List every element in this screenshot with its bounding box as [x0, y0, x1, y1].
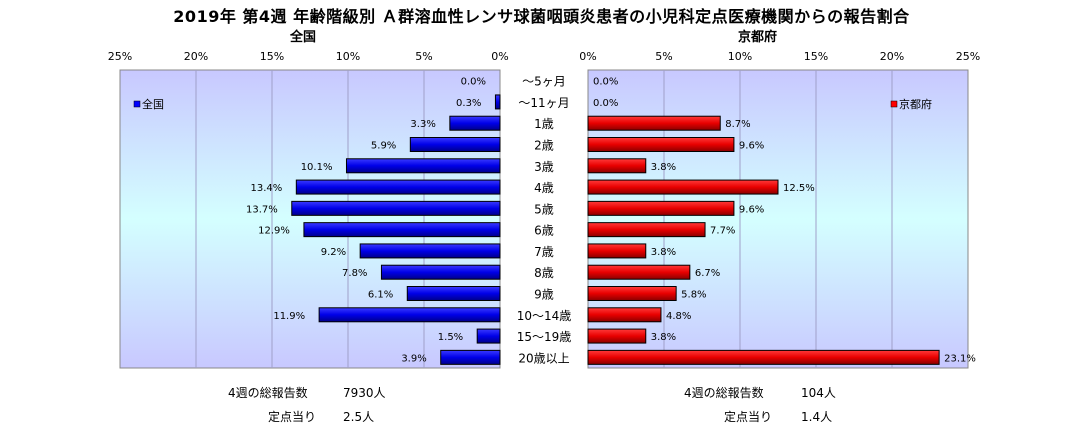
left-data-label: 1.5% [438, 332, 463, 343]
left-bar [318, 307, 501, 323]
left-bar [406, 286, 501, 301]
left-legend-swatch [133, 100, 141, 108]
left-region-title: 全国 [290, 30, 317, 45]
right-bar [587, 349, 940, 365]
category-label: 6歳 [534, 224, 554, 238]
left-data-label: 12.9% [258, 226, 290, 237]
left-tick-label: 10% [336, 50, 360, 63]
left-data-label: 0.0% [461, 77, 486, 88]
right-totals-value: 104人 [801, 386, 836, 400]
left-bar [409, 137, 501, 152]
category-label: 8歳 [534, 266, 554, 280]
right-bar [587, 137, 735, 152]
category-label: 20歳以上 [518, 351, 569, 365]
chart-title: 2019年 第4週 年齢階級別 Ａ群溶血性レンサ球菌咽頭炎患者の小児科定点医療機… [173, 7, 910, 26]
right-data-label: 23.1% [944, 353, 976, 364]
right-bar [587, 328, 647, 344]
left-bar [494, 94, 501, 110]
left-data-label: 13.7% [246, 204, 278, 215]
right-data-label: 5.8% [681, 290, 706, 301]
left-data-label: 5.9% [371, 141, 396, 152]
right-data-label: 9.6% [739, 141, 764, 152]
right-data-label: 6.7% [695, 268, 720, 279]
left-tick-label: 15% [260, 50, 284, 63]
right-bar [587, 158, 647, 174]
left-tick-label: 20% [184, 50, 208, 63]
right-bar [587, 200, 735, 216]
right-data-label: 4.8% [666, 311, 691, 322]
left-data-label: 7.8% [342, 268, 367, 279]
right-bar [587, 286, 677, 301]
right-data-label: 3.8% [651, 247, 676, 258]
left-tick-label: 0% [491, 50, 508, 63]
category-label: 15～19歳 [517, 330, 572, 344]
category-label: ～11ヶ月 [518, 96, 569, 110]
right-legend-swatch [890, 100, 898, 108]
left-bar [345, 158, 501, 174]
right-data-label: 0.0% [593, 98, 618, 109]
category-label: 2歳 [534, 139, 554, 153]
left-bar [449, 115, 501, 131]
left-data-label: 6.1% [368, 290, 393, 301]
right-totals-label: 4週の総報告数 [684, 386, 764, 400]
right-bar [587, 115, 721, 131]
category-label: 3歳 [534, 160, 554, 174]
left-data-label: 11.9% [273, 311, 305, 322]
category-label: 10～14歳 [517, 309, 572, 323]
left-bar [476, 328, 501, 344]
left-tick-label: 5% [415, 50, 432, 63]
right-data-label: 9.6% [739, 204, 764, 215]
right-tick-label: 25% [956, 50, 980, 63]
left-data-label: 9.2% [321, 247, 346, 258]
category-label: 7歳 [534, 245, 554, 259]
category-label: 4歳 [534, 181, 554, 195]
right-bar [587, 222, 706, 238]
left-per-site-value: 2.5人 [343, 410, 375, 424]
left-bar [291, 200, 501, 216]
left-data-label: 10.1% [301, 162, 333, 173]
right-tick-label: 0% [579, 50, 596, 63]
right-data-label: 12.5% [783, 183, 815, 194]
left-per-site-label: 定点当り [268, 410, 317, 424]
right-legend-label: 京都府 [899, 97, 932, 111]
right-per-site-value: 1.4人 [801, 410, 833, 424]
category-label: 1歳 [534, 117, 554, 131]
category-label: 5歳 [534, 202, 554, 216]
right-data-label: 7.7% [710, 226, 735, 237]
left-data-label: 13.4% [251, 183, 283, 194]
left-totals-value: 7930人 [343, 386, 386, 400]
right-bar [587, 179, 779, 195]
left-bar [440, 349, 501, 365]
left-bar [303, 222, 501, 238]
right-tick-label: 5% [655, 50, 672, 63]
right-bar [587, 243, 647, 259]
right-data-label: 0.0% [593, 77, 618, 88]
right-bar [587, 264, 691, 280]
left-data-label: 0.3% [456, 98, 481, 109]
right-data-label: 3.8% [651, 332, 676, 343]
left-data-label: 3.9% [401, 353, 426, 364]
right-region-title: 京都府 [738, 30, 778, 45]
left-data-label: 3.3% [410, 119, 435, 130]
right-tick-label: 10% [728, 50, 752, 63]
category-label: ～5ヶ月 [522, 75, 566, 89]
right-plot-area [587, 69, 969, 369]
right-tick-label: 20% [880, 50, 904, 63]
right-data-label: 8.7% [725, 119, 750, 130]
left-tick-label: 25% [108, 50, 132, 63]
left-totals-label: 4週の総報告数 [228, 386, 308, 400]
left-legend-label: 全国 [142, 97, 164, 111]
right-bar [587, 307, 662, 323]
right-per-site-label: 定点当り [724, 410, 773, 424]
category-label: 9歳 [534, 288, 554, 302]
left-plot-area [119, 69, 501, 369]
left-bar [380, 264, 501, 280]
right-tick-label: 15% [804, 50, 828, 63]
right-data-label: 3.8% [651, 162, 676, 173]
left-bar [359, 243, 501, 259]
left-bar [295, 179, 501, 195]
